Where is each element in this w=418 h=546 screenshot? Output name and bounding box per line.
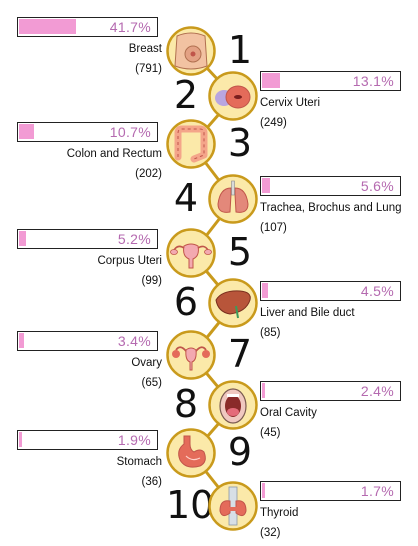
cancer-name: Liver and Bile duct [260,307,355,319]
case-count: (202) [135,168,162,180]
uterus-icon [166,228,216,278]
percentage-bar: 5.2% [17,229,158,249]
rank-number: 9 [227,430,253,474]
percentage-bar: 13.1% [260,71,401,91]
bar-fill [19,124,34,139]
stomach-icon [166,428,216,478]
percentage-bar: 2.4% [260,381,401,401]
cancer-name: Oral Cavity [260,407,317,419]
rank-number: 3 [227,121,253,165]
breast-icon [166,26,216,76]
percentage-bar: 1.9% [17,430,158,450]
percentage-label: 2.4% [360,383,394,399]
percentage-label: 3.4% [117,333,151,349]
percentage-label: 10.7% [109,124,151,140]
percentage-label: 5.6% [360,178,394,194]
percentage-label: 1.9% [117,432,151,448]
cancer-name: Trachea, Brochus and Lung [260,202,402,214]
percentage-label: 41.7% [109,19,151,35]
cancer-name: Cervix Uteri [260,97,321,109]
percentage-bar: 4.5% [260,281,401,301]
case-count: (45) [260,427,281,439]
bar-fill [262,178,270,193]
percentage-label: 4.5% [360,283,394,299]
case-count: (85) [260,327,281,339]
percentage-bar: 3.4% [17,331,158,351]
cancer-name: Breast [128,43,162,55]
bar-fill [262,283,269,298]
cancer-name: Thyroid [260,507,299,519]
oral-cavity-icon [208,380,258,430]
percentage-bar: 1.7% [260,481,401,501]
rank-number: 4 [173,176,199,220]
percentage-bar: 10.7% [17,122,158,142]
rank-number: 5 [227,230,253,274]
cancer-name: Ovary [131,357,162,369]
case-count: (107) [260,222,287,234]
rank-number: 8 [173,382,199,426]
case-count: (791) [135,63,162,75]
bar-fill [262,383,266,398]
case-count: (99) [141,275,162,287]
bar-fill [19,333,24,348]
rank-number: 1 [227,28,253,72]
case-count: (65) [141,377,162,389]
rank-number: 2 [173,73,199,117]
colon-icon [166,119,216,169]
case-count: (36) [141,476,162,488]
percentage-label: 5.2% [117,231,151,247]
percentage-bar: 5.6% [260,176,401,196]
bar-fill [19,19,77,34]
rank-number: 10 [166,483,215,527]
case-count: (32) [260,527,281,539]
rank-number: 6 [173,280,199,324]
case-count: (249) [260,117,287,129]
cervix-icon [208,71,258,121]
cancer-name: Stomach [116,456,162,468]
percentage-label: 13.1% [352,73,394,89]
percentage-label: 1.7% [360,483,394,499]
ovary-icon [166,330,216,380]
cancer-name: Colon and Rectum [66,148,162,160]
rank-number: 7 [227,332,253,376]
liver-icon [208,278,258,328]
lungs-icon [208,174,258,224]
bar-fill [262,483,265,498]
percentage-bar: 41.7% [17,17,158,37]
bar-fill [262,73,280,88]
bar-fill [19,432,22,447]
cancer-name: Corpus Uteri [97,255,162,267]
thyroid-icon [208,481,258,531]
bar-fill [19,231,27,246]
